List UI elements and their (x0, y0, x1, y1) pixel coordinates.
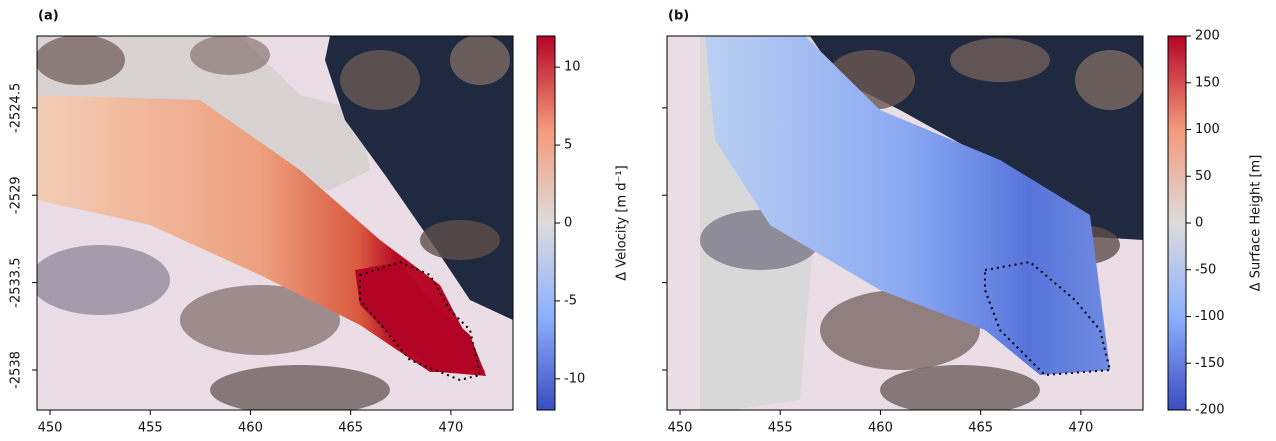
y-tick-label: -2533.5 (9, 258, 24, 308)
colorbar-tick-label: -100 (1195, 309, 1225, 324)
panel-label: (a) (38, 9, 59, 24)
colorbar (1167, 35, 1187, 411)
colorbar-tick-label: 50 (1195, 169, 1212, 184)
colorbar-label: Δ Velocity [m d⁻¹] (615, 165, 630, 280)
colorbar (536, 35, 556, 411)
x-tick-label: 455 (768, 421, 793, 436)
map-imagery (37, 36, 513, 410)
colorbar-tick-label: 100 (1195, 122, 1220, 137)
plot-frame (36, 35, 514, 411)
x-tick-label: 460 (868, 421, 893, 436)
colorbar-tick-label: -200 (1195, 403, 1225, 418)
colorbar-tick-label: -5 (564, 293, 577, 308)
map-imagery (667, 36, 1143, 410)
x-tick-label: 450 (38, 421, 63, 436)
colorbar-tick-label: 200 (1195, 29, 1220, 44)
x-tick-label: 465 (968, 421, 993, 436)
x-tick-label: 470 (438, 421, 463, 436)
y-tick-label: -2529 (9, 176, 24, 214)
panel-label: (b) (668, 9, 689, 24)
colorbar-tick-label: -50 (1195, 262, 1216, 277)
plot-frame (666, 35, 1144, 411)
x-tick-label: 455 (138, 421, 163, 436)
colorbar-tick-label: 0 (1195, 216, 1203, 231)
colorbar-tick-label: -150 (1195, 356, 1225, 371)
x-tick-label: 465 (338, 421, 363, 436)
x-tick-label: 460 (238, 421, 263, 436)
colorbar-tick-label: 10 (564, 60, 581, 75)
x-tick-label: 470 (1068, 421, 1093, 436)
colorbar-tick-label: -10 (564, 371, 585, 386)
colorbar-tick-label: 150 (1195, 75, 1220, 90)
y-tick-label: -2538 (9, 351, 24, 389)
colorbar-label: Δ Surface Height [m] (1249, 155, 1264, 292)
colorbar-tick-label: 5 (564, 138, 572, 153)
x-tick-label: 450 (668, 421, 693, 436)
colorbar-tick-label: 0 (564, 216, 572, 231)
y-tick-label: -2524.5 (9, 83, 24, 133)
